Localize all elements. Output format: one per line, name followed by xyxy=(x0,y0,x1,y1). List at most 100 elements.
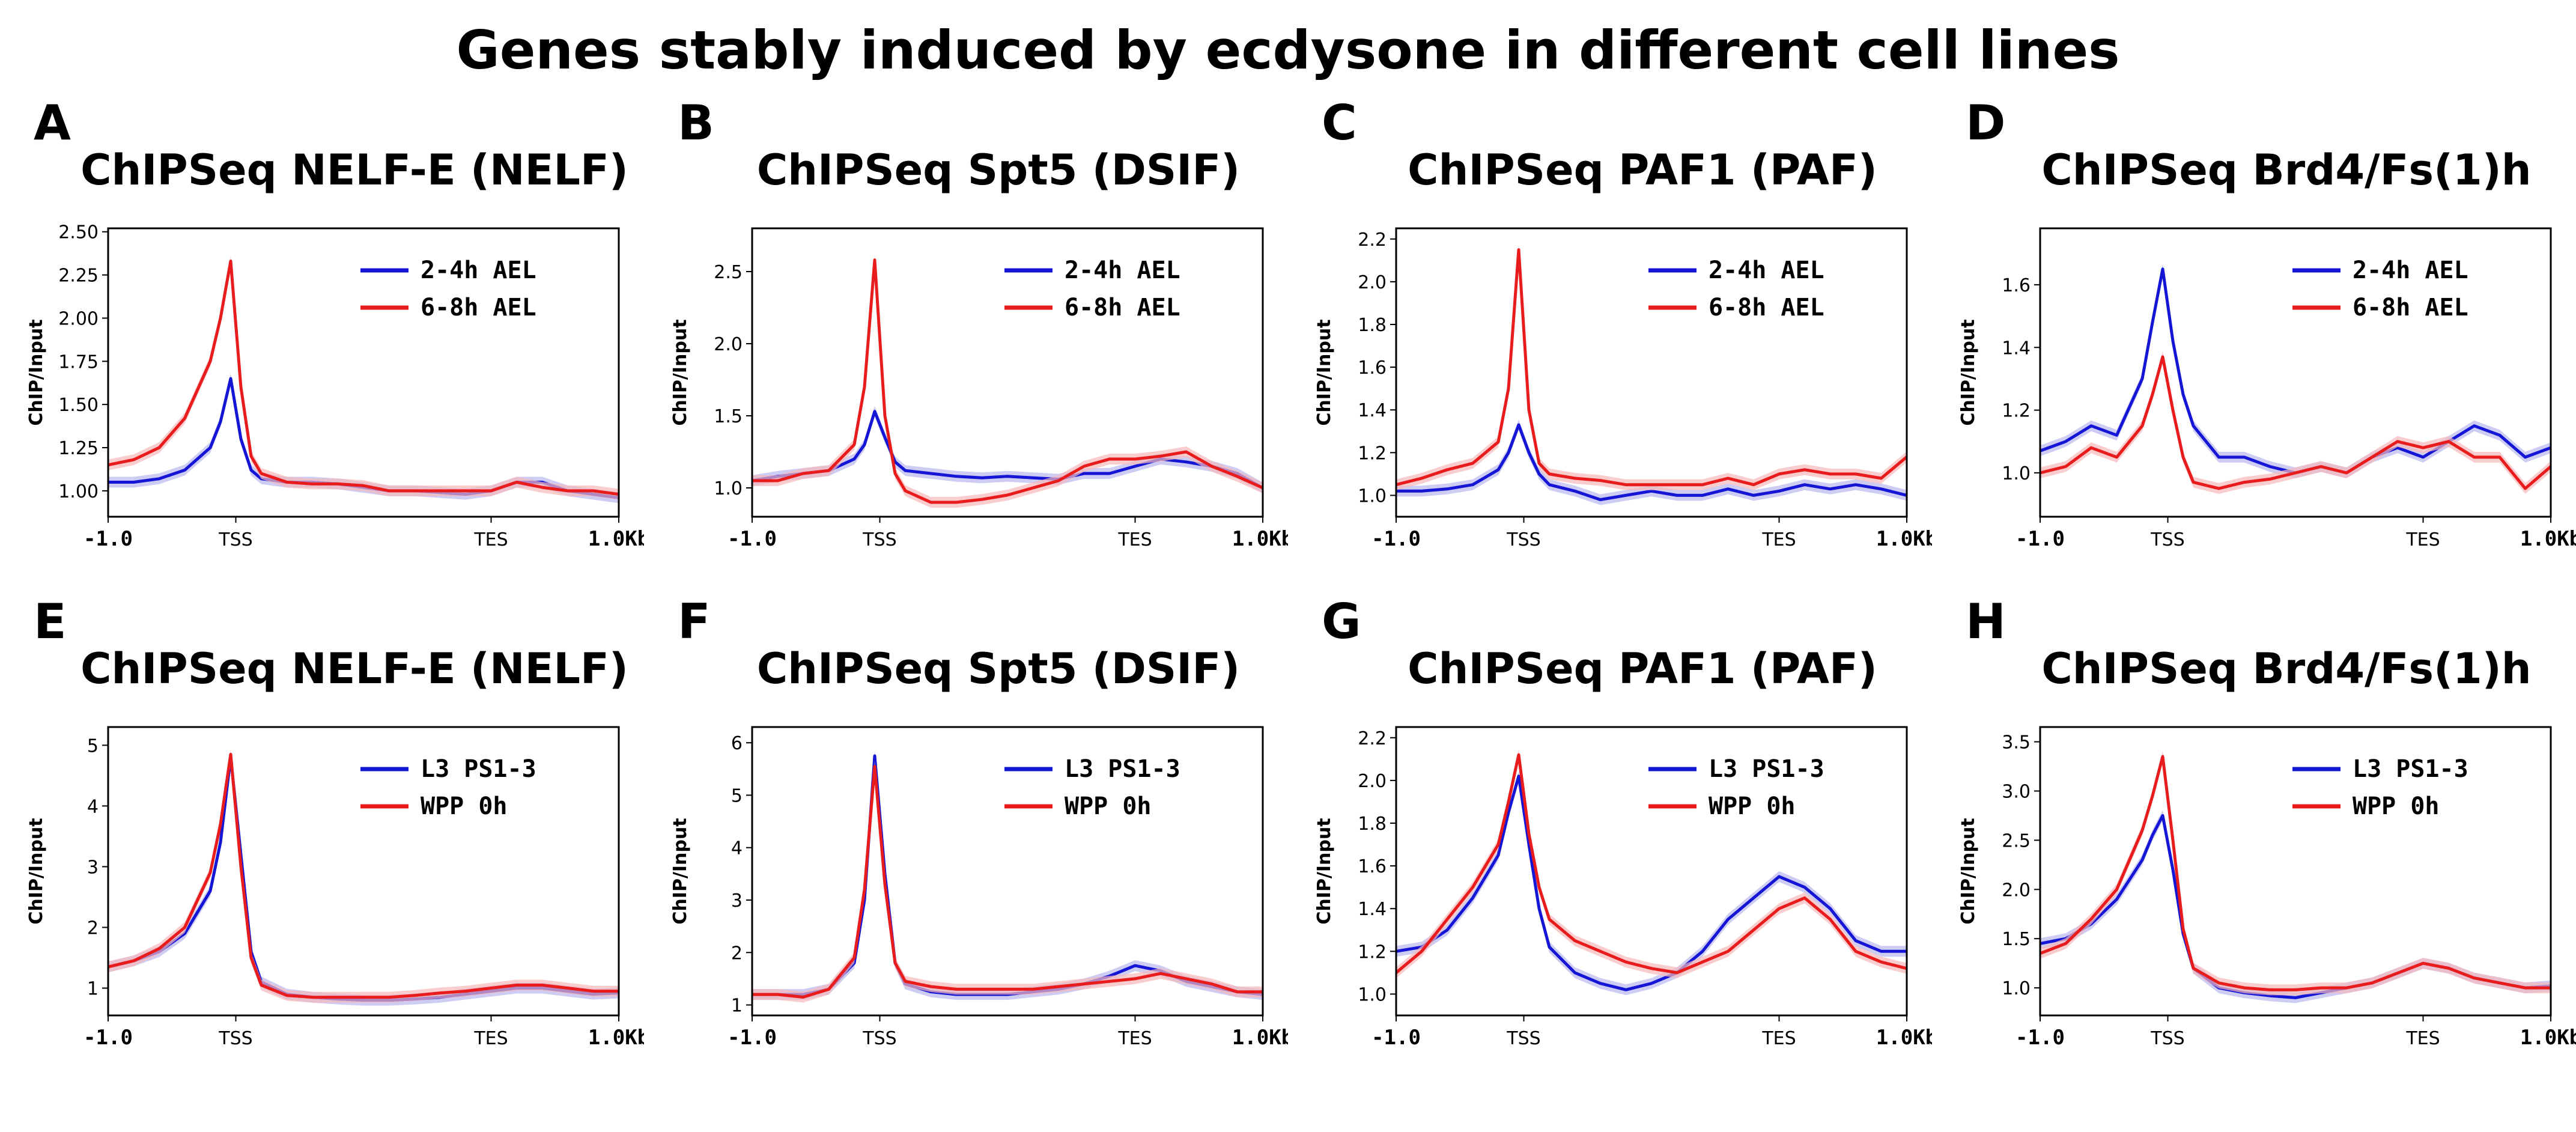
series-confidence-band xyxy=(1396,770,1907,996)
y-tick-label: 2 xyxy=(731,943,743,964)
y-tick-label: 1 xyxy=(87,979,99,1000)
x-tick-label: 1.0Kb xyxy=(1232,1026,1288,1050)
series-confidence-band xyxy=(2040,263,2551,478)
y-tick-label: 4 xyxy=(731,838,743,859)
y-tick-label: 2.2 xyxy=(1358,728,1387,749)
chart-svg: 1.0 1.5 2.0 2.5 3.0 3.5 -1.0 TSS TES 1.0Kb ChIP/In… xyxy=(1958,726,2576,1050)
x-tick-label: -1.0 xyxy=(84,527,133,551)
y-tick-label: 3 xyxy=(87,857,99,878)
y-axis-label: ChIP/Input xyxy=(670,319,691,425)
y-tick-label: 6 xyxy=(731,733,743,754)
legend-label: 6-8h AEL xyxy=(1065,294,1180,321)
chart-svg: 1 2 3 4 5 -1.0 TSS TES 1.0Kb ChIP/Input L3 PS1-3 WP… xyxy=(26,726,644,1050)
y-tick-label: 2.5 xyxy=(714,262,743,283)
panel-letter: D xyxy=(1966,95,2006,151)
chart-svg: 1.0 1.2 1.4 1.6 1.8 2.0 2.2 -1.0 TSS TES 1.0Kb ChIP… xyxy=(1314,227,1932,551)
plot-frame xyxy=(1395,227,1908,518)
x-tick-label: TSS xyxy=(2150,1028,2184,1049)
y-tick-label: 2.0 xyxy=(714,334,743,355)
panel-title: ChIPSeq NELF-E (NELF) xyxy=(80,145,628,195)
panel-e: E ChIPSeq NELF-E (NELF) 1 2 3 4 5 -1.0 TSS TES 1.0… xyxy=(0,594,644,1132)
x-tick-label: 1.0Kb xyxy=(1232,527,1288,551)
series-line-2-4h-ael xyxy=(2040,267,2551,475)
series-line-wpp-0h xyxy=(108,753,619,999)
y-tick-label: 2.25 xyxy=(58,266,99,287)
x-tick-label: TES xyxy=(1117,1028,1152,1049)
x-tick-label: TES xyxy=(2405,1028,2440,1049)
panel-letter: G xyxy=(1322,594,1361,650)
y-tick-label: 1.4 xyxy=(1358,899,1387,920)
x-tick-label: 1.0Kb xyxy=(588,1026,644,1050)
y-tick-label: 1.6 xyxy=(1358,358,1387,379)
x-tick-label: -1.0 xyxy=(84,1026,133,1050)
panel-title: ChIPSeq PAF1 (PAF) xyxy=(1408,644,1877,693)
panel-letter: B xyxy=(678,95,714,151)
y-tick-label: 1.8 xyxy=(1358,315,1387,336)
y-tick-label: 2.0 xyxy=(1358,272,1387,293)
panel-title: ChIPSeq Spt5 (DSIF) xyxy=(756,644,1241,693)
plot-frame xyxy=(2039,227,2552,518)
x-tick-label: TES xyxy=(473,529,508,550)
series-line-6-8h-ael xyxy=(2040,355,2552,490)
y-tick-label: 1.0 xyxy=(714,478,743,499)
panel-title: ChIPSeq PAF1 (PAF) xyxy=(1408,145,1877,195)
panel-b: B ChIPSeq Spt5 (DSIF) 1.0 1.5 2.0 2.5 -1.0 TSS T… xyxy=(644,95,1288,633)
series-line-wpp-0h xyxy=(1395,753,1907,975)
series-line-l3-ps1-3 xyxy=(108,756,619,1002)
y-tick-label: 1.0 xyxy=(1358,984,1387,1005)
y-tick-label: 1.8 xyxy=(1358,814,1387,835)
panel-title: ChIPSeq Spt5 (DSIF) xyxy=(756,145,1241,195)
y-tick-label: 2.0 xyxy=(2002,880,2031,901)
legend-label: WPP 0h xyxy=(1709,793,1796,820)
y-tick-label: 1.4 xyxy=(2002,338,2031,359)
series-confidence-band xyxy=(752,761,1263,1003)
x-tick-label: -1.0 xyxy=(1372,1026,1421,1050)
series-line-6-8h-ael xyxy=(108,260,619,496)
figure: Genes stably induced by ecdysone in diff… xyxy=(0,19,2576,1050)
panel-title: ChIPSeq Brd4/Fs(1)h xyxy=(2041,145,2532,195)
y-tick-label: 1.6 xyxy=(2002,275,2031,296)
x-tick-label: 1.0Kb xyxy=(1876,1026,1932,1050)
chart-svg: 1 2 3 4 5 6 -1.0 TSS TES 1.0Kb ChIP/Input L3 PS1-3 W… xyxy=(670,726,1288,1050)
plot-frame xyxy=(107,726,620,1017)
series-line-wpp-0h xyxy=(752,765,1263,999)
y-tick-label: 2 xyxy=(87,917,99,939)
chart-svg: 1.0 1.2 1.4 1.6 -1.0 TSS TES 1.0Kb ChIP/Input 2-4… xyxy=(1958,227,2576,551)
panel-letter: H xyxy=(1966,594,2006,650)
series-line-6-8h-ael xyxy=(1396,248,1908,487)
y-tick-label: 1.4 xyxy=(1358,400,1387,421)
panel-letter: C xyxy=(1322,95,1357,151)
chart-svg: 1.0 1.5 2.0 2.5 -1.0 TSS TES 1.0Kb ChIP/Input 2-4… xyxy=(670,227,1288,551)
y-axis-label: ChIP/Input xyxy=(670,818,691,924)
y-axis-label: ChIP/Input xyxy=(1314,818,1335,924)
legend-label: WPP 0h xyxy=(421,793,508,820)
y-tick-label: 1.2 xyxy=(1358,942,1387,963)
series-confidence-band xyxy=(1396,749,1907,978)
y-axis-label: ChIP/Input xyxy=(26,319,47,425)
x-tick-label: TES xyxy=(1117,529,1152,550)
figure-title: Genes stably induced by ecdysone in diff… xyxy=(456,19,2120,81)
legend-label: 6-8h AEL xyxy=(421,294,536,321)
y-tick-label: 1.0 xyxy=(1358,485,1387,507)
chart-svg: 1.00 1.25 1.50 1.75 2.00 2.25 2.50 -1.0 TSS TES 1.… xyxy=(26,222,644,551)
chart-svg: 1.0 1.2 1.4 1.6 1.8 2.0 2.2 -1.0 TSS TES 1.0Kb ChIP… xyxy=(1314,726,1932,1050)
y-axis-label: ChIP/Input xyxy=(1958,319,1979,425)
y-tick-label: 5 xyxy=(87,735,99,756)
y-tick-label: 2.2 xyxy=(1358,230,1387,251)
series-line-2-4h-ael xyxy=(1396,423,1907,502)
legend-label: L3 PS1-3 xyxy=(1065,755,1180,783)
x-tick-label: 1.0Kb xyxy=(588,527,644,551)
panel-a: A ChIPSeq NELF-E (NELF) 1.00 1.25 1.50 1.75 2.… xyxy=(0,95,644,633)
y-tick-label: 3 xyxy=(731,890,743,911)
y-tick-label: 1.25 xyxy=(58,438,99,459)
x-tick-label: -1.0 xyxy=(1372,527,1421,551)
x-tick-label: 1.0Kb xyxy=(2520,527,2576,551)
x-tick-label: -1.0 xyxy=(2016,1026,2065,1050)
legend-label: L3 PS1-3 xyxy=(2353,755,2468,783)
y-tick-label: 1.5 xyxy=(714,406,743,427)
panel-c: C ChIPSeq PAF1 (PAF) 1.0 1.2 1.4 1.6 1.8 2.0 2.2… xyxy=(1288,95,1932,633)
y-tick-label: 1.2 xyxy=(2002,401,2031,422)
legend-label: 2-4h AEL xyxy=(1709,257,1824,284)
series-confidence-band xyxy=(1396,244,1907,490)
y-tick-label: 1.00 xyxy=(58,481,99,502)
